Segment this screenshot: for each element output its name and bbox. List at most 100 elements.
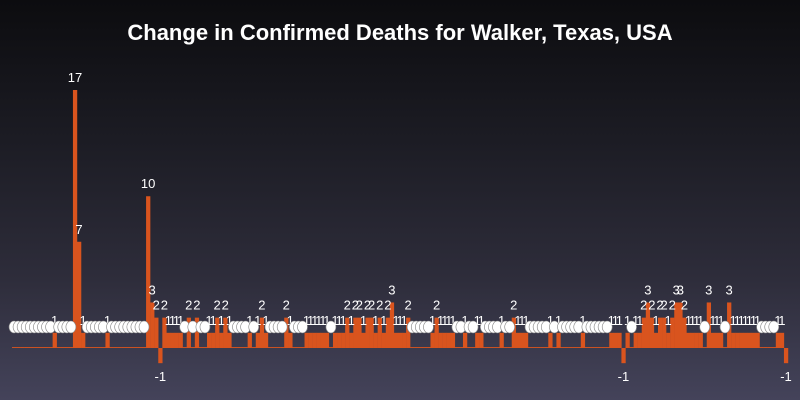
bar [783,348,789,364]
bar [532,347,537,348]
bar [178,332,183,348]
bar [357,317,362,348]
bar [219,332,224,348]
data-label: 3 [149,282,156,297]
bar [109,347,114,348]
bar [471,347,476,348]
data-label: 1 [335,313,342,328]
bar [182,347,187,348]
bar [641,317,647,348]
bar [353,317,358,348]
data-label: 2 [214,298,221,313]
data-label: 1 [697,313,704,328]
bar [93,347,98,348]
data-label: 1 [437,313,444,328]
data-label: 2 [364,298,371,313]
bar [28,347,33,348]
svg-text:0: 0 [771,322,777,333]
data-label: 1 [738,313,745,328]
data-label: 1 [478,313,485,328]
bar [207,332,212,348]
bar [710,332,716,348]
data-labels: 00000000001000017710000010000000001032-1… [8,70,792,384]
bar [272,347,277,348]
data-label: 1 [319,313,326,328]
svg-text:0: 0 [243,322,249,333]
bar [426,347,431,348]
bar [507,347,512,348]
data-label: 1 [340,313,347,328]
bar [487,347,492,348]
bar [247,332,252,348]
bar [276,347,281,348]
data-label: 1 [396,313,403,328]
data-label: 1 [205,313,212,328]
bar [402,332,407,348]
bar [735,332,740,348]
svg-text:0: 0 [190,322,196,333]
zero-data-label: 0 [467,320,479,334]
bar [16,347,21,348]
bar [597,347,602,348]
bar [560,347,565,348]
zero-data-label: 0 [626,320,637,334]
data-label: 17 [68,70,82,85]
bar [345,317,350,348]
bar [337,332,342,348]
svg-text:0: 0 [702,322,708,333]
bar [454,347,460,348]
bar [341,332,346,348]
zero-data-label: 0 [325,320,337,334]
bar [763,347,768,348]
bar [227,332,232,348]
data-label: 1 [209,313,216,328]
data-label: 1 [754,313,761,328]
bar [462,332,468,348]
bar [503,347,508,348]
data-label: 1 [307,313,314,328]
bar [243,347,248,348]
bar [678,302,683,348]
bar [300,347,305,348]
bar [288,332,293,348]
bar [629,347,634,348]
bar [324,332,330,348]
svg-text:0: 0 [722,322,728,333]
bar [373,332,378,348]
bar [544,347,549,348]
data-label: 7 [75,222,82,237]
bar [296,347,301,348]
data-label: 2 [258,298,265,313]
data-label: 3 [644,282,651,297]
bar [580,332,586,348]
zero-data-label: 0 [719,320,731,334]
data-label: 1 [226,313,233,328]
data-label: 1 [315,313,322,328]
data-label: 2 [669,298,676,313]
bar [52,332,57,348]
zero-data-label: 0 [65,320,77,334]
bar [267,347,273,348]
bar [231,347,236,348]
data-label: 1 [51,313,58,328]
data-label: 1 [331,313,338,328]
bar [714,332,720,348]
svg-text:0: 0 [68,322,74,333]
bar [304,332,309,348]
bar [81,332,86,348]
zero-data-label: 0 [492,320,503,334]
bar [686,332,691,348]
data-label: 1 [624,313,631,328]
bar [133,347,139,348]
data-label: 1 [461,313,468,328]
bar [450,332,456,348]
data-label: 1 [498,313,505,328]
bar [190,347,196,348]
bar [674,302,679,348]
data-label: 1 [218,313,225,328]
data-label: 1 [632,313,639,328]
data-label: 1 [652,313,659,328]
bar [158,348,163,364]
bar [592,347,598,348]
svg-text:0: 0 [251,322,257,333]
